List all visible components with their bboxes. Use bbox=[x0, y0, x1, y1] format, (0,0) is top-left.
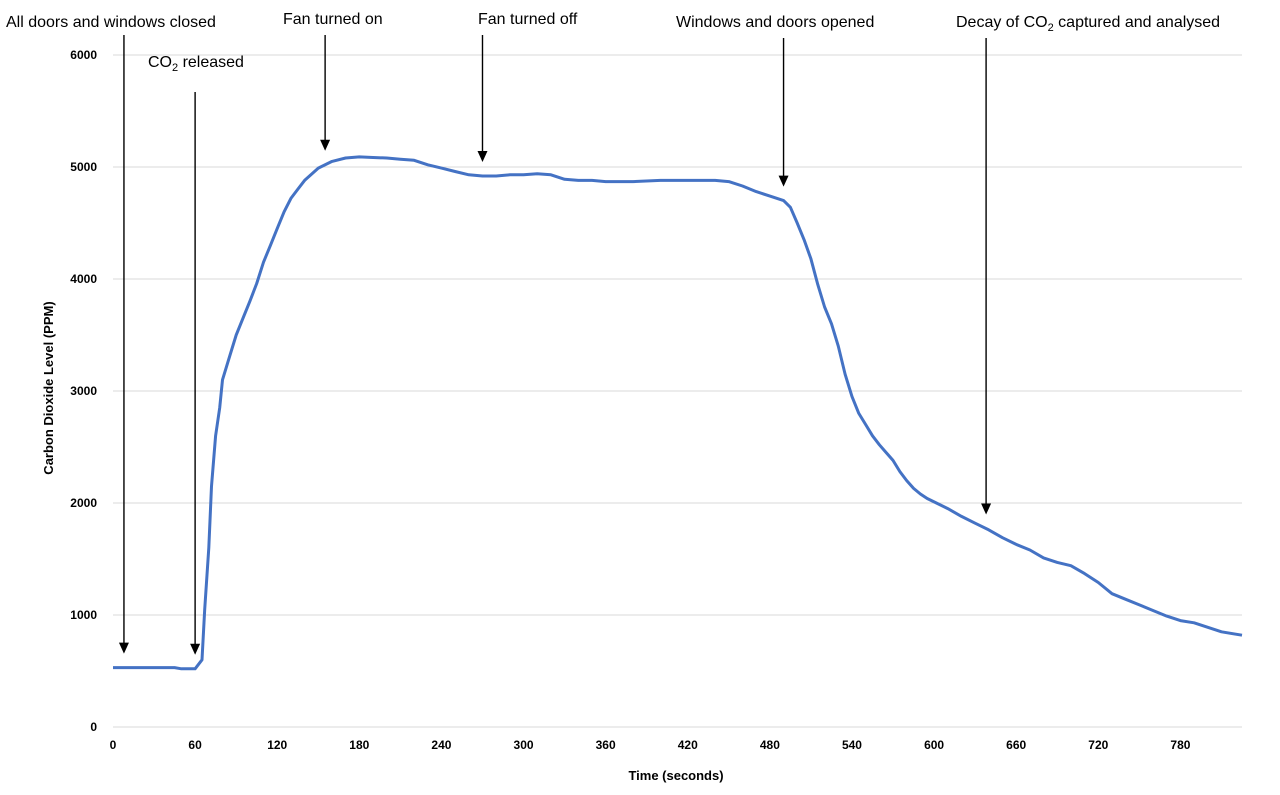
y-tick-1000: 1000 bbox=[70, 608, 97, 622]
y-tick-5000: 5000 bbox=[70, 160, 97, 174]
y-tick-labels: 0 1000 2000 3000 4000 5000 6000 bbox=[70, 48, 97, 734]
x-tick-480: 480 bbox=[760, 738, 780, 752]
annotation-co2-released-main: CO bbox=[148, 54, 172, 71]
annotation-co2-released-rest: released bbox=[178, 54, 244, 71]
x-tick-360: 360 bbox=[596, 738, 616, 752]
annotation-decay-main: Decay of CO bbox=[956, 14, 1048, 31]
annotation-decay-sub: 2 bbox=[1048, 22, 1054, 34]
annotation-arrow-head-4 bbox=[778, 175, 789, 187]
x-tick-0: 0 bbox=[110, 738, 117, 752]
x-axis-label: Time (seconds) bbox=[628, 768, 723, 783]
x-tick-60: 60 bbox=[188, 738, 202, 752]
y-axis-label: Carbon Dioxide Level (PPM) bbox=[41, 301, 56, 474]
annotation-arrow-head-0 bbox=[118, 642, 129, 654]
annotation-fan-off: Fan turned off bbox=[478, 11, 578, 28]
x-tick-540: 540 bbox=[842, 738, 862, 752]
x-tick-240: 240 bbox=[431, 738, 451, 752]
x-tick-180: 180 bbox=[349, 738, 369, 752]
annotation-decay-rest: captured and analysed bbox=[1054, 14, 1220, 31]
annotation-co2-released: CO2 released bbox=[148, 54, 244, 74]
annotation-arrows bbox=[118, 35, 992, 655]
x-tick-300: 300 bbox=[514, 738, 534, 752]
x-tick-120: 120 bbox=[267, 738, 287, 752]
annotation-co2-released-sub: 2 bbox=[172, 62, 178, 74]
y-tick-2000: 2000 bbox=[70, 496, 97, 510]
x-tick-600: 600 bbox=[924, 738, 944, 752]
x-tick-720: 720 bbox=[1088, 738, 1108, 752]
annotation-all-doors-closed: All doors and windows closed bbox=[6, 14, 216, 31]
gridlines bbox=[113, 54, 1242, 616]
annotation-arrow-head-2 bbox=[320, 139, 331, 151]
annotation-decay-analysed: Decay of CO2 captured and analysed bbox=[956, 14, 1220, 34]
annotation-arrow-head-1 bbox=[190, 643, 201, 655]
annotation-windows-opened: Windows and doors opened bbox=[676, 14, 874, 31]
annotation-fan-on: Fan turned on bbox=[283, 11, 383, 28]
x-tick-labels: 0 60 120 180 240 300 360 420 480 540 600 660 720 780 bbox=[110, 738, 1191, 752]
x-tick-780: 780 bbox=[1170, 738, 1190, 752]
x-tick-420: 420 bbox=[678, 738, 698, 752]
annotation-arrow-head-3 bbox=[477, 150, 488, 162]
co2-series-line bbox=[113, 155, 1243, 671]
y-tick-6000: 6000 bbox=[70, 48, 97, 62]
annotation-arrow-head-5 bbox=[981, 503, 992, 515]
y-tick-4000: 4000 bbox=[70, 272, 97, 286]
y-tick-3000: 3000 bbox=[70, 384, 97, 398]
x-tick-660: 660 bbox=[1006, 738, 1026, 752]
y-tick-0: 0 bbox=[90, 720, 97, 734]
